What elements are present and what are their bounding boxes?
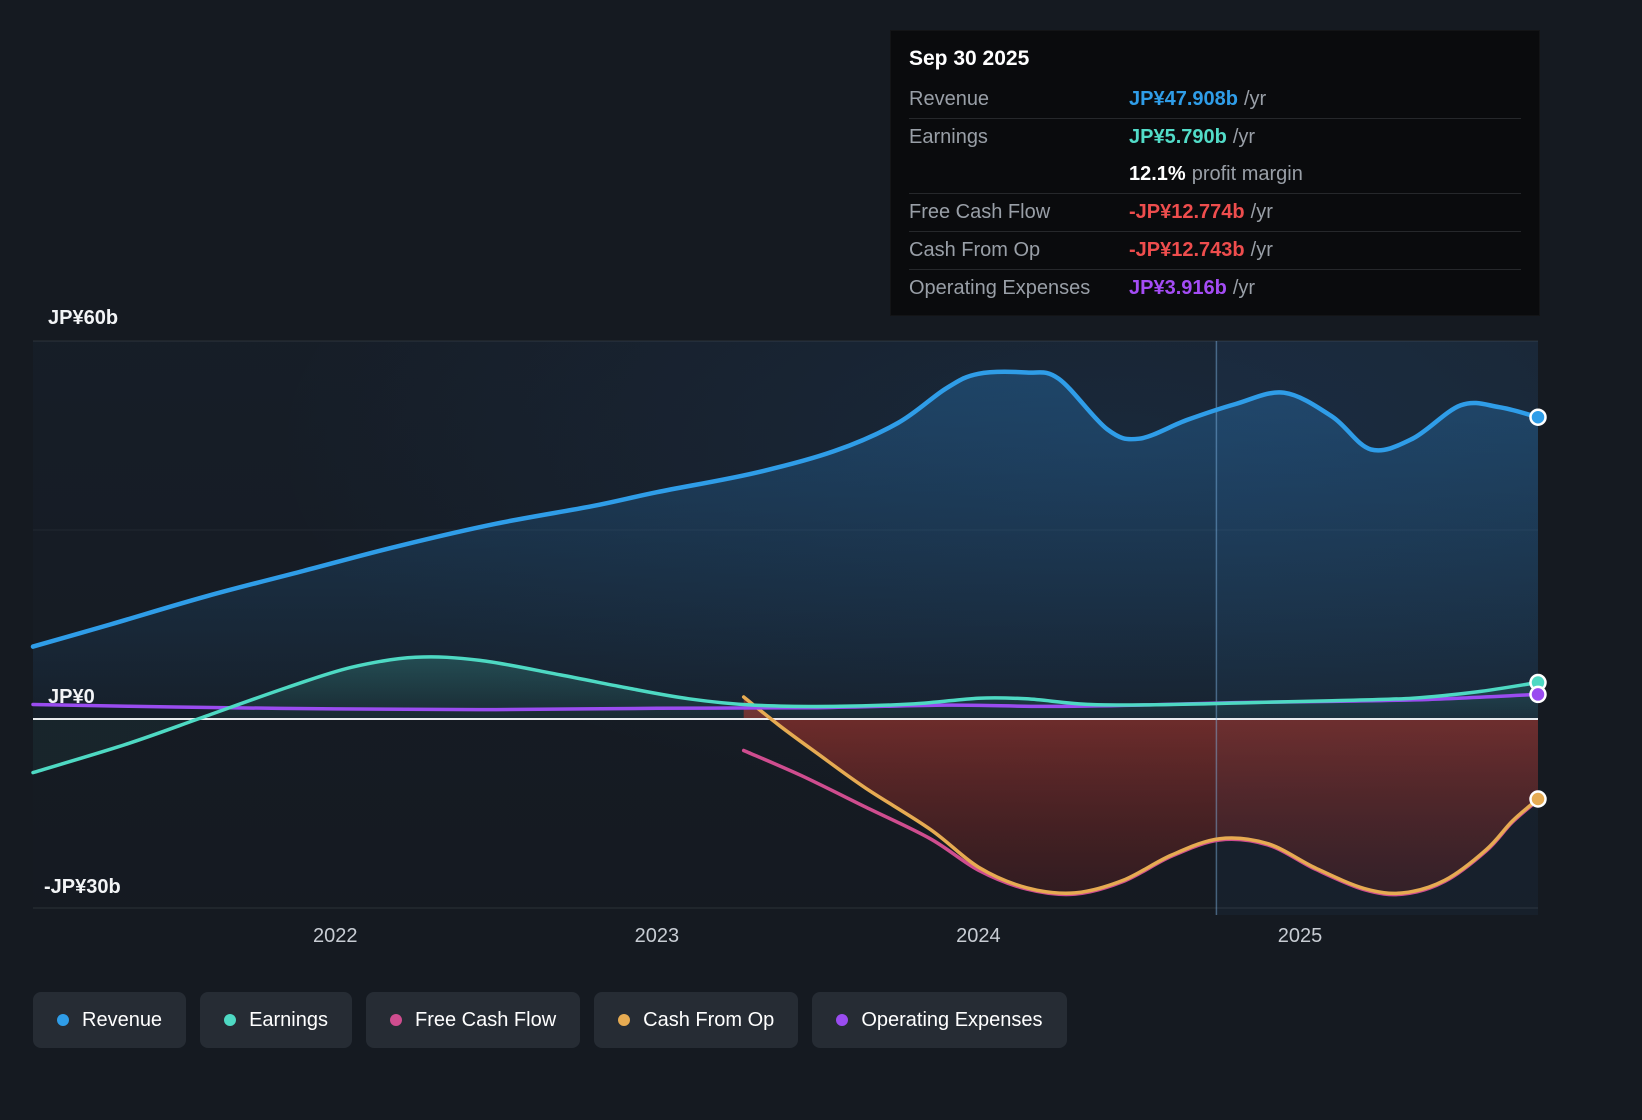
tooltip-suffix-free-cash-flow: /yr xyxy=(1250,201,1273,223)
tooltip-row-operating-expenses: Operating Expenses JP¥3.916b /yr xyxy=(909,269,1521,307)
earnings-line xyxy=(31,655,1540,775)
legend-item-operating-expenses[interactable]: Operating Expenses xyxy=(812,992,1067,1048)
tooltip-date: Sep 30 2025 xyxy=(909,47,1030,70)
revenue-area-fill xyxy=(33,371,1538,719)
x-axis-label-2024: 2024 xyxy=(956,925,1001,947)
earnings-area-fill xyxy=(33,656,1538,773)
tooltip-row-revenue: Revenue JP¥47.908b /yr xyxy=(909,81,1521,118)
cashop-endpoint-marker xyxy=(1529,790,1547,808)
tooltip-label-operating-expenses: Operating Expenses xyxy=(909,277,1091,299)
cashop-area-fill xyxy=(743,697,1538,894)
tooltip-row-free-cash-flow: Free Cash Flow -JP¥12.774b /yr xyxy=(909,193,1521,231)
tooltip-value-free-cash-flow: -JP¥12.774b xyxy=(1129,201,1245,223)
legend-label-revenue: Revenue xyxy=(82,1008,163,1031)
operating-expenses-legend-dot-icon xyxy=(836,1014,849,1026)
tooltip-suffix-cash-from-op: /yr xyxy=(1250,239,1273,261)
legend-item-free-cash-flow[interactable]: Free Cash Flow xyxy=(366,992,581,1048)
legend-label-earnings: Earnings xyxy=(249,1008,328,1031)
tooltip-value-profit-margin: 12.1% xyxy=(1129,163,1186,185)
tooltip-suffix-profit-margin: profit margin xyxy=(1191,163,1303,185)
y-axis-label-60b: JP¥60b xyxy=(48,307,119,329)
tooltip-row-earnings: Earnings JP¥5.790b /yr xyxy=(909,118,1521,156)
tooltip-label-cash-from-op: Cash From Op xyxy=(909,239,1041,261)
cash-from-op-legend-dot-icon xyxy=(618,1014,631,1026)
x-axis-label-2022: 2022 xyxy=(313,925,358,947)
data-tooltip: Sep 30 2025 Revenue JP¥47.908b /yr Earni… xyxy=(890,30,1540,316)
tooltip-value-operating-expenses: JP¥3.916b xyxy=(1129,277,1227,299)
tooltip-value-cash-from-op: -JP¥12.743b xyxy=(1129,239,1245,261)
opex-endpoint-marker xyxy=(1529,685,1547,704)
cashop-line xyxy=(741,695,1540,896)
tooltip-value-earnings: JP¥5.790b xyxy=(1129,126,1227,148)
y-axis-label-minus30b: -JP¥30b xyxy=(44,876,121,898)
legend-label-free-cash-flow: Free Cash Flow xyxy=(415,1008,557,1031)
legend-item-earnings[interactable]: Earnings xyxy=(200,992,352,1048)
revenue-legend-dot-icon xyxy=(57,1014,69,1026)
tooltip-suffix-operating-expenses: /yr xyxy=(1232,277,1256,299)
revenue-line xyxy=(30,369,1541,649)
tooltip-value-revenue: JP¥47.908b xyxy=(1129,88,1238,110)
revenue-endpoint-marker xyxy=(1529,408,1547,426)
legend-label-cash-from-op: Cash From Op xyxy=(643,1008,775,1031)
tooltip-row-cash-from-op: Cash From Op -JP¥12.743b /yr xyxy=(909,231,1521,269)
tooltip-label-earnings: Earnings xyxy=(909,126,988,148)
free-cash-flow-legend-dot-icon xyxy=(390,1014,402,1026)
legend-item-cash-from-op[interactable]: Cash From Op xyxy=(594,992,799,1048)
legend-item-revenue[interactable]: Revenue xyxy=(33,992,187,1048)
earnings-legend-dot-icon xyxy=(224,1014,237,1026)
x-axis-label-2025: 2025 xyxy=(1277,925,1323,947)
tooltip-label-free-cash-flow: Free Cash Flow xyxy=(909,201,1051,223)
tooltip-label-revenue: Revenue xyxy=(909,88,990,110)
tooltip-row-profit-margin: 12.1% profit margin xyxy=(909,156,1521,193)
x-axis-label-2023: 2023 xyxy=(634,925,680,947)
tooltip-suffix-earnings: /yr xyxy=(1232,126,1256,148)
legend-label-operating-expenses: Operating Expenses xyxy=(861,1008,1043,1031)
chart-legend: Revenue Earnings Free Cash Flow Cash Fro… xyxy=(33,992,1067,1048)
y-axis-label-0: JP¥0 xyxy=(48,686,95,708)
tooltip-suffix-revenue: /yr xyxy=(1243,88,1267,110)
